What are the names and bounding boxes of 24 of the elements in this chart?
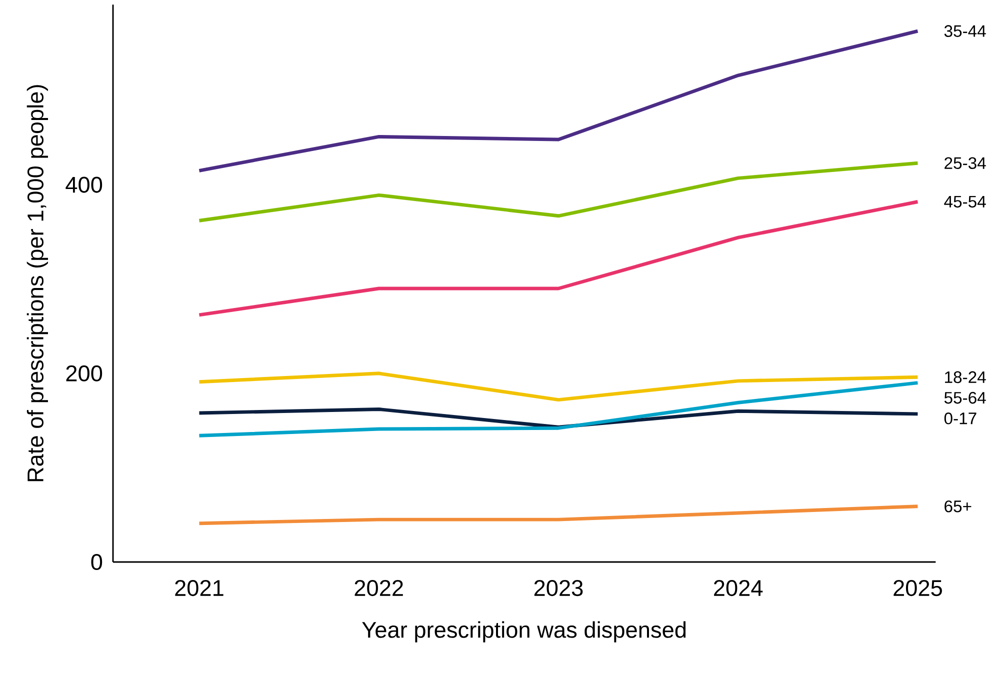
line-series — [197, 381, 920, 438]
line-series — [197, 161, 920, 222]
x-tick-label: 2024 — [714, 580, 763, 596]
y-axis-title: Rate of prescriptions (per 1,000 people) — [26, 85, 48, 482]
line-series — [197, 29, 920, 172]
series-label: 18-24 — [945, 371, 986, 384]
x-tick-label: 2023 — [534, 580, 583, 596]
line-series — [197, 407, 920, 429]
y-tick-label: 200 — [66, 365, 102, 382]
x-axis-title: Year prescription was dispensed — [362, 621, 686, 642]
x-tick-label: 2022 — [354, 580, 403, 596]
line-series — [197, 504, 920, 526]
x-tick-label: 2025 — [894, 580, 942, 596]
series-label: 65+ — [944, 500, 972, 512]
series-label: 35-44 — [944, 25, 986, 37]
series-label: 45-54 — [944, 196, 986, 208]
series-label: 55-64 — [944, 392, 986, 404]
y-tick-label: 400 — [66, 176, 102, 193]
line-series — [197, 200, 920, 317]
y-tick-label: 0 — [91, 554, 102, 570]
series-label: 0-17 — [944, 412, 976, 424]
line-series — [197, 372, 920, 402]
x-tick-label: 2021 — [175, 580, 224, 596]
series-label: 25-34 — [944, 157, 986, 169]
